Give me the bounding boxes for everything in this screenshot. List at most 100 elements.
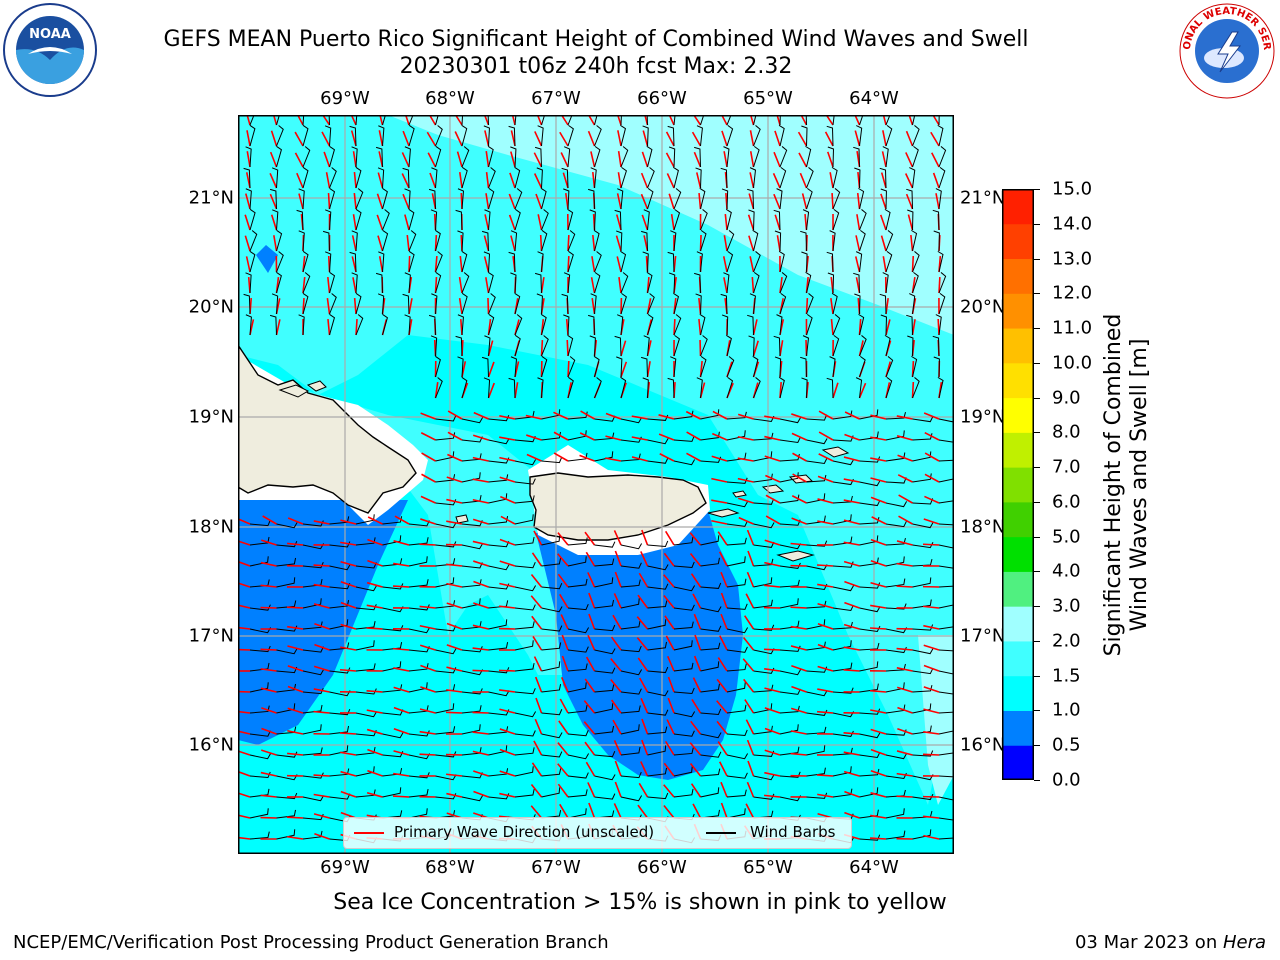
wind-barb (641, 230, 648, 252)
wave-direction-arrow (327, 192, 331, 210)
wind-barb (748, 209, 755, 231)
wave-direction-arrow (499, 476, 516, 483)
wind-barb (859, 229, 866, 252)
legend-wave-line (354, 832, 384, 834)
wave-direction-arrow (367, 769, 383, 777)
wave-direction-arrow (855, 235, 861, 252)
wind-barb (567, 250, 574, 273)
wave-direction-arrow (473, 560, 489, 567)
wind-barb (912, 416, 934, 423)
wind-barb (859, 751, 881, 759)
wave-direction-arrow (446, 582, 463, 588)
wind-barb (726, 682, 746, 693)
wave-direction-arrow (923, 624, 940, 630)
wind-barb (594, 271, 601, 294)
wind-barb (302, 292, 309, 315)
wind-barb (508, 377, 516, 399)
wave-direction-arrow (640, 551, 649, 567)
wave-direction-arrow (843, 751, 860, 756)
colorbar-tick-label: 13.0 (1052, 248, 1093, 270)
wave-direction-arrow (287, 645, 304, 651)
wave-direction-arrow (588, 613, 596, 630)
wind-barb (859, 661, 879, 672)
wind-barb (488, 667, 510, 674)
wind-barb (647, 745, 667, 756)
wind-barb (695, 167, 702, 189)
wind-barb (276, 557, 297, 567)
wind-barb (302, 646, 324, 653)
wave-direction-arrow (377, 172, 384, 189)
wave-direction-arrow (446, 563, 463, 567)
wind-barb (488, 293, 496, 315)
wave-direction-arrow (340, 751, 357, 756)
wind-barb (249, 604, 271, 611)
wave-direction-arrow (394, 515, 410, 525)
wave-direction-arrow (473, 602, 489, 609)
wind-barb (514, 789, 535, 798)
wind-barb (276, 577, 296, 588)
wind-barb (912, 251, 920, 273)
wind-barb (801, 251, 808, 273)
wave-direction-arrow (747, 760, 755, 777)
wind-barb (885, 124, 893, 147)
wave-direction-arrow (557, 763, 569, 777)
wind-barb (753, 541, 775, 548)
wave-direction-arrow (641, 739, 649, 756)
wind-barb (594, 667, 616, 674)
wind-barb (854, 167, 861, 189)
wave-direction-arrow (746, 571, 755, 588)
wave-direction-arrow (393, 727, 410, 735)
wind-barb (694, 146, 701, 168)
wave-direction-arrow (693, 613, 702, 630)
wind-barb (329, 145, 336, 168)
wave-direction-arrow (313, 583, 330, 588)
wave-direction-arrow (817, 498, 834, 504)
wave-direction-arrow (897, 454, 913, 462)
wave-direction-arrow (579, 454, 595, 462)
wind-barb (378, 125, 385, 147)
wave-direction-arrow (816, 774, 834, 777)
wind-barb (753, 251, 761, 273)
wave-direction-arrow (534, 718, 543, 735)
wind-barb (620, 124, 627, 147)
wind-barb (938, 500, 954, 504)
wave-direction-arrow (238, 582, 251, 588)
wind-barb (935, 314, 942, 336)
wave-direction-arrow (533, 173, 543, 189)
wind-barb (541, 625, 563, 632)
wind-barb (938, 459, 954, 462)
wave-direction-arrow (530, 595, 543, 609)
wave-direction-arrow (377, 235, 384, 252)
wave-direction-arrow (931, 152, 940, 168)
wave-direction-arrow (537, 214, 543, 231)
wind-barb (514, 514, 534, 525)
wave-direction-arrow (313, 793, 330, 798)
wave-direction-arrow (499, 436, 516, 441)
wave-direction-arrow (323, 151, 331, 168)
wind-barb (541, 768, 562, 777)
wind-barb (620, 771, 642, 779)
wave-field-1.5-2 (238, 115, 954, 805)
wind-barb (778, 250, 785, 273)
wave-direction-arrow (666, 173, 675, 189)
colorbar-tick-label: 0.0 (1052, 769, 1081, 791)
colorbar-tick-label: 1.5 (1052, 665, 1081, 687)
wave-direction-arrow (587, 572, 596, 588)
wind-barb (832, 604, 854, 612)
lat-label-left: 17°N (188, 625, 234, 647)
wind-barb (859, 642, 880, 651)
wind-barb (695, 293, 702, 315)
wind-barb (779, 472, 799, 483)
wave-direction-arrow (844, 580, 860, 588)
wind-barb (721, 188, 729, 210)
wind-barb (249, 230, 258, 252)
wind-barb (720, 293, 728, 315)
wave-direction-arrow (640, 698, 649, 714)
wave-direction-arrow (667, 697, 675, 714)
wave-direction-arrow (870, 559, 887, 567)
wind-barb (382, 229, 389, 252)
wind-barb (667, 251, 675, 273)
wind-barb (481, 356, 489, 378)
wind-barb (514, 188, 523, 210)
wind-barb (302, 795, 325, 802)
